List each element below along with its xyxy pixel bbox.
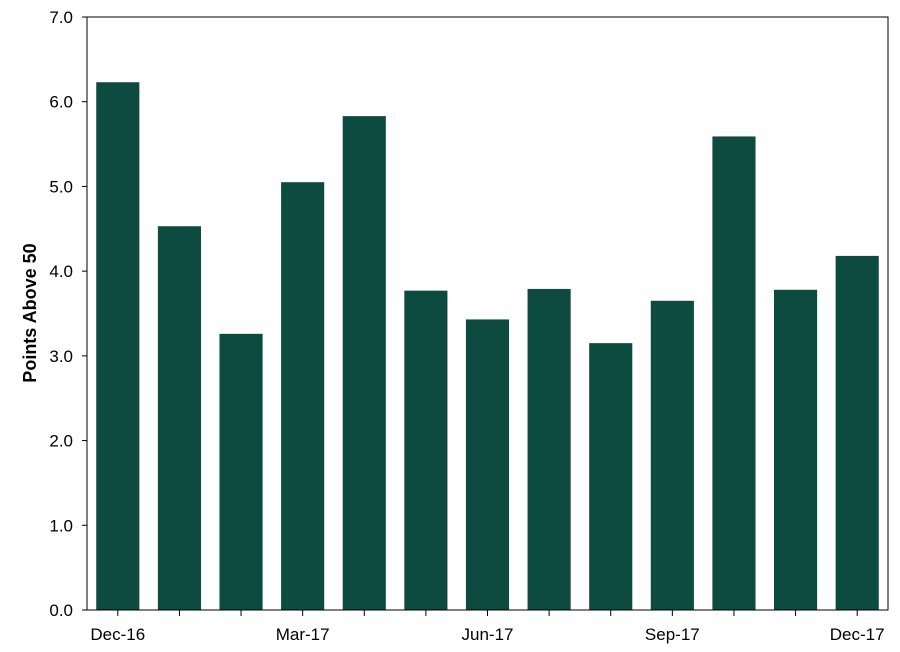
x-tick-label: Dec-17 bbox=[830, 625, 885, 644]
bar-sep-17 bbox=[650, 300, 694, 610]
x-tick-label: Dec-16 bbox=[90, 625, 145, 644]
bar-apr-17 bbox=[342, 116, 386, 611]
y-axis-ticks: 0.0 1.0 2.0 3.0 4.0 5.0 6.0 7.0 bbox=[49, 8, 87, 620]
y-tick-label: 2.0 bbox=[49, 432, 73, 451]
bar-jan-17 bbox=[157, 226, 201, 611]
bar-jul-17 bbox=[527, 288, 571, 610]
y-tick-label: 4.0 bbox=[49, 262, 73, 281]
bar-dec-17 bbox=[835, 255, 879, 610]
x-axis-ticks: Dec-16 Mar-17 Jun-17 Sep-17 Dec-17 bbox=[90, 610, 885, 644]
bar-mar-17 bbox=[281, 182, 325, 610]
x-tick-label: Jun-17 bbox=[462, 625, 514, 644]
bar-feb-17 bbox=[219, 333, 263, 610]
y-tick-label: 3.0 bbox=[49, 347, 73, 366]
bar-nov-17 bbox=[774, 289, 818, 610]
x-tick-label: Sep-17 bbox=[645, 625, 700, 644]
bar-aug-17 bbox=[589, 343, 633, 610]
bar-jun-17 bbox=[465, 319, 510, 610]
bar-oct-17 bbox=[712, 136, 756, 610]
y-tick-label: 0.0 bbox=[49, 601, 73, 620]
bar-dec-16 bbox=[96, 82, 140, 611]
x-tick-label: Mar-17 bbox=[276, 625, 330, 644]
bar-may-17 bbox=[404, 290, 448, 610]
y-axis-title: Points Above 50 bbox=[20, 243, 40, 382]
y-tick-label: 7.0 bbox=[49, 8, 73, 27]
y-tick-label: 6.0 bbox=[49, 93, 73, 112]
y-tick-label: 1.0 bbox=[49, 516, 73, 535]
y-tick-label: 5.0 bbox=[49, 177, 73, 196]
bars-group bbox=[96, 82, 879, 611]
